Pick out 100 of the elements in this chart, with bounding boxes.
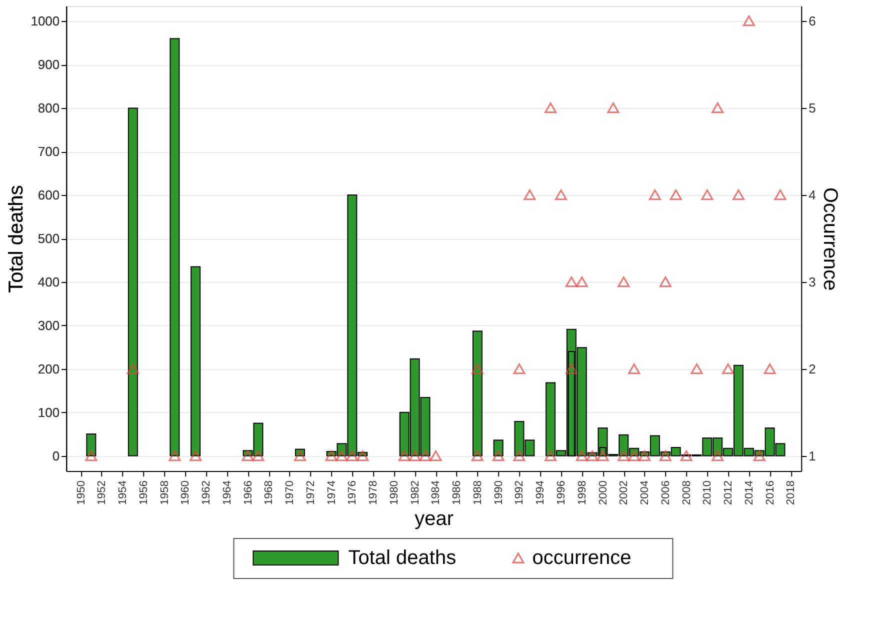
x-tick-label: 1976 (346, 480, 359, 505)
y2-axis-title: Occurrence (818, 187, 841, 291)
y2-tick-label: 3 (808, 274, 816, 290)
y-tick-label: 800 (38, 100, 60, 116)
y-tick-label: 300 (38, 318, 60, 333)
point (294, 450, 306, 462)
point (576, 450, 588, 462)
point (712, 102, 724, 114)
y-tick-label: 500 (38, 231, 60, 246)
point (628, 450, 640, 462)
point (596, 450, 609, 462)
point (524, 189, 536, 200)
x-tick-label: 1984 (430, 480, 442, 505)
x-tick-label: 1966 (242, 480, 254, 505)
point (690, 363, 703, 374)
x-axis-title: year (414, 508, 454, 530)
point (430, 450, 442, 462)
point (398, 450, 410, 462)
point (764, 363, 776, 374)
y-tick-label: 0 (52, 448, 60, 464)
x-tick-label: 1968 (263, 480, 276, 505)
point (356, 450, 369, 462)
point (659, 450, 672, 462)
point (471, 363, 484, 374)
point (85, 450, 98, 462)
legend-label: occurrence (532, 547, 632, 569)
x-tick-label: 1982 (409, 480, 422, 505)
bar (86, 434, 96, 456)
point (126, 363, 139, 374)
x-tick-label: 2000 (597, 480, 610, 505)
y-tick-label: 200 (38, 361, 60, 376)
point (336, 450, 348, 462)
point (190, 450, 202, 462)
x-tick-label: 1952 (96, 480, 108, 505)
point (168, 450, 181, 462)
x-tick-label: 1972 (304, 480, 317, 505)
x-tick-label: 2002 (618, 480, 630, 505)
point (513, 363, 526, 374)
point (680, 450, 692, 462)
point (618, 276, 630, 288)
point (565, 276, 578, 288)
y-tick-label: 700 (38, 144, 60, 160)
x-tick-label: 1990 (492, 480, 505, 505)
point (722, 363, 734, 374)
y-tick-label: 600 (38, 188, 60, 203)
y2-tick-label: 2 (808, 361, 816, 376)
x-tick-label: 1988 (472, 480, 484, 505)
x-tick-label: 2010 (702, 480, 714, 505)
x-tick-label: 2018 (785, 480, 798, 505)
x-tick-label: 1956 (138, 480, 150, 505)
x-tick-label: 1986 (451, 480, 464, 505)
y-tick-label: 400 (38, 274, 60, 290)
point (554, 189, 568, 200)
point (628, 363, 640, 374)
y-tick-label: 1000 (30, 14, 60, 29)
point (586, 450, 598, 462)
x-tick-label: 2016 (764, 480, 776, 505)
x-tick-label: 1950 (75, 480, 88, 505)
point (659, 276, 672, 288)
x-tick-label: 2006 (660, 480, 672, 505)
x-tick-label: 2014 (743, 480, 756, 505)
point (471, 450, 484, 462)
x-tick-label: 1980 (388, 480, 400, 505)
bar (128, 108, 138, 456)
point (492, 450, 504, 462)
point (242, 450, 254, 462)
point (753, 450, 766, 462)
x-tick-label: 1960 (180, 480, 192, 505)
y2-tick-label: 1 (808, 448, 816, 464)
point (408, 450, 421, 462)
point (325, 450, 338, 462)
point (732, 189, 745, 200)
x-tick-label: 1958 (158, 480, 171, 505)
x-tick-label: 2004 (639, 480, 652, 505)
point (513, 450, 526, 462)
x-tick-label: 1978 (368, 480, 380, 505)
y2-tick-label: 6 (808, 13, 816, 28)
x-tick-label: 1964 (221, 480, 234, 505)
point (701, 189, 714, 200)
point (565, 363, 578, 374)
x-tick-label: 1954 (117, 480, 130, 505)
bar (170, 38, 180, 456)
point (648, 189, 662, 200)
x-tick-label: 1962 (200, 480, 213, 505)
bar (190, 266, 201, 456)
point (252, 450, 264, 462)
point (544, 450, 557, 462)
y-tick-label: 900 (38, 57, 60, 72)
x-tick-label: 1970 (284, 480, 296, 505)
y2-tick-label: 5 (808, 100, 816, 116)
y-tick-label: 100 (38, 404, 60, 420)
bar (472, 330, 482, 456)
x-tick-label: 1974 (326, 480, 338, 505)
x-tick-label: 1994 (534, 480, 547, 505)
point (638, 450, 651, 462)
point (618, 450, 630, 462)
y2-tick-label: 4 (808, 187, 816, 202)
point (544, 102, 557, 114)
x-tick-label: 2012 (722, 480, 735, 505)
x-tick-label: 1998 (576, 480, 588, 505)
